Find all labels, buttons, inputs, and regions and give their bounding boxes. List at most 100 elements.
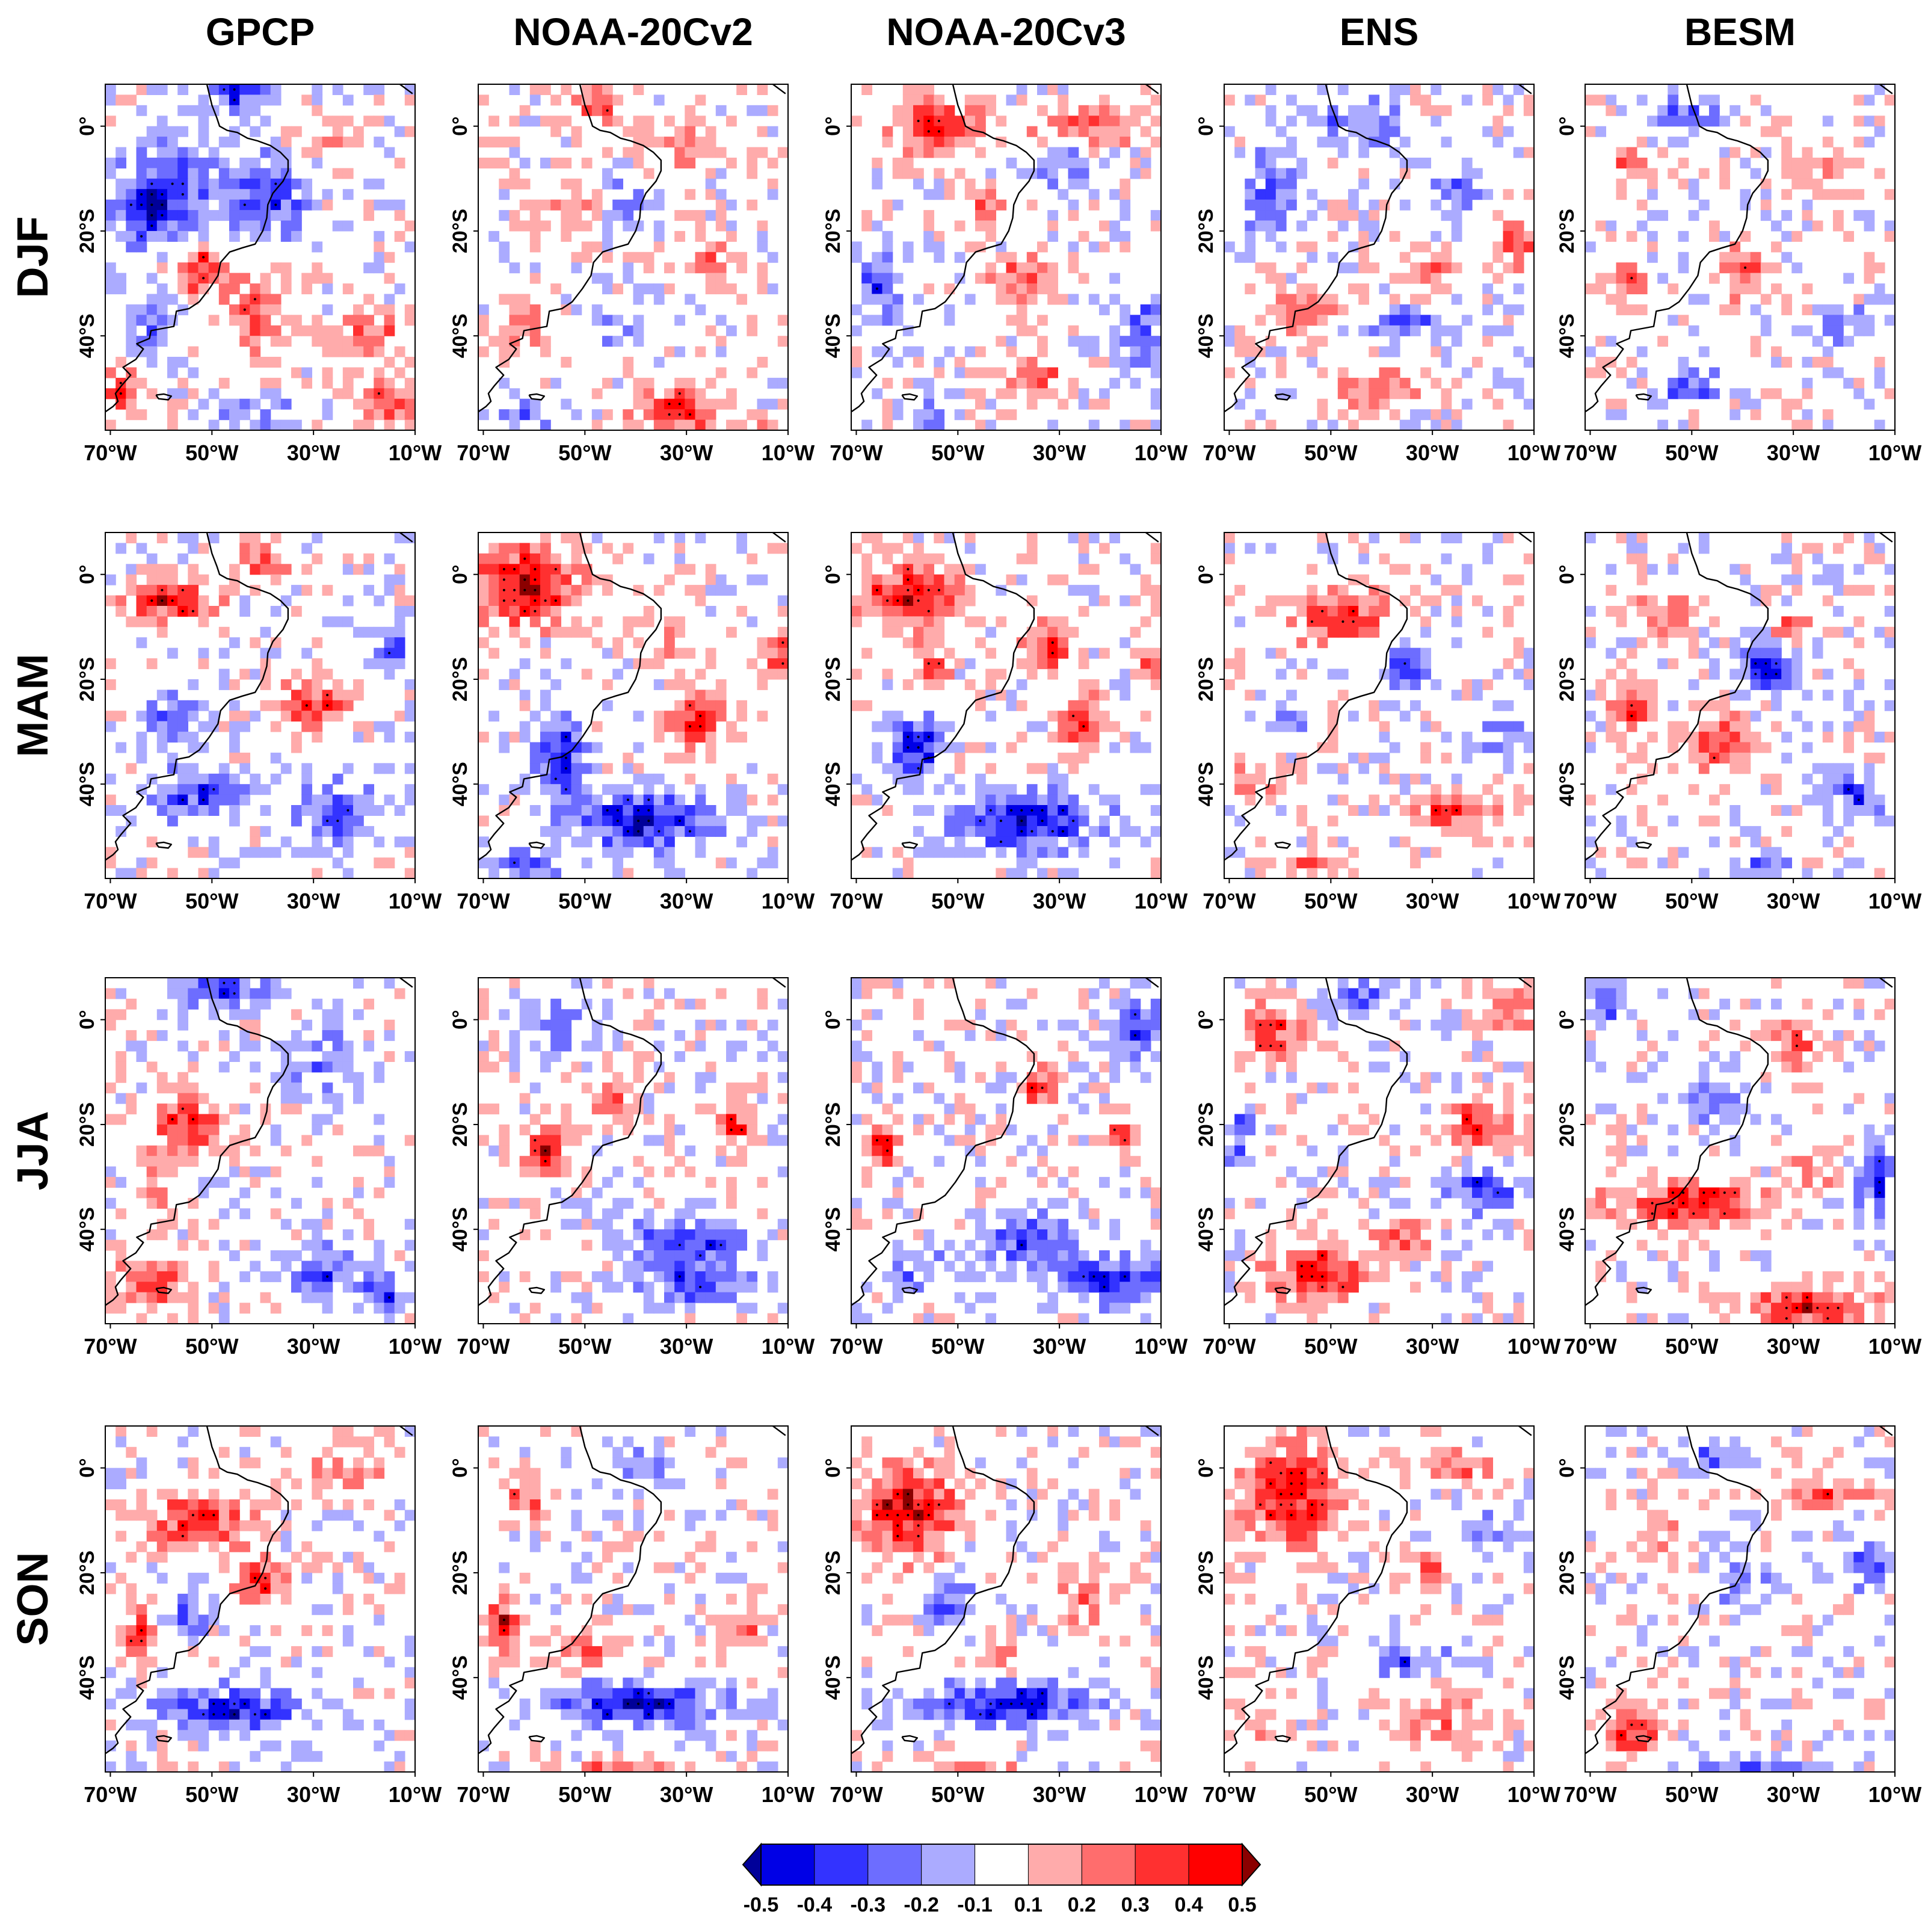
- grid-cell: [167, 1166, 178, 1177]
- grid-cell: [1068, 336, 1079, 347]
- grid-cell: [1802, 357, 1813, 368]
- grid-cell: [1431, 262, 1442, 274]
- grid-cell: [404, 1313, 416, 1324]
- grid-cell: [280, 189, 292, 200]
- grid-cell: [1760, 868, 1772, 879]
- y-tick-label: 40°S: [1556, 313, 1578, 358]
- grid-cell: [747, 574, 758, 585]
- grid-cell: [1037, 637, 1048, 649]
- grid-cell: [250, 1261, 261, 1272]
- grid-cell: [1410, 668, 1421, 680]
- grid-cell: [1068, 732, 1079, 743]
- grid-cell: [934, 721, 945, 732]
- grid-cell: [1120, 315, 1131, 326]
- grid-cell: [1822, 325, 1834, 336]
- grid-cell: [1337, 367, 1349, 378]
- grid-cell: [1047, 616, 1058, 628]
- grid-cell: [685, 742, 696, 753]
- grid-cell: [975, 367, 986, 378]
- grid-cell: [1140, 325, 1151, 336]
- grid-cell: [1668, 84, 1679, 95]
- grid-cell: [1482, 543, 1493, 554]
- grid-cell: [944, 346, 955, 357]
- grid-cell: [488, 116, 499, 127]
- grid-cell: [923, 721, 934, 732]
- grid-cell: [342, 763, 354, 774]
- grid-cell: [270, 210, 282, 221]
- significance-dot: [1445, 809, 1448, 812]
- grid-cell: [363, 732, 374, 743]
- grid-cell: [529, 409, 541, 421]
- grid-cell: [1729, 409, 1741, 421]
- grid-cell: [923, 377, 934, 389]
- grid-cell: [1668, 847, 1679, 858]
- grid-cell: [322, 1019, 333, 1031]
- significance-dot: [346, 809, 350, 812]
- grid-cell: [1771, 647, 1782, 659]
- grid-cell: [1853, 616, 1865, 628]
- grid-cell: [1668, 595, 1679, 606]
- grid-cell: [208, 721, 220, 732]
- grid-cell: [581, 815, 593, 827]
- grid-cell: [540, 668, 551, 680]
- grid-cell: [239, 1040, 250, 1052]
- grid-cell: [270, 294, 282, 305]
- grid-cell: [550, 1030, 561, 1042]
- grid-cell: [239, 752, 250, 764]
- grid-cell: [156, 690, 168, 701]
- grid-cell: [1843, 700, 1854, 711]
- grid-cell: [1853, 388, 1865, 400]
- grid-cell: [332, 616, 343, 628]
- grid-cell: [1750, 595, 1761, 606]
- grid-cell: [394, 1292, 405, 1303]
- grid-cell: [1389, 647, 1400, 659]
- grid-cell: [913, 564, 924, 575]
- grid-cell: [1719, 304, 1730, 315]
- grid-cell: [540, 752, 551, 764]
- grid-cell: [1255, 220, 1266, 232]
- grid-cell: [1740, 752, 1751, 764]
- grid-cell: [1513, 262, 1524, 274]
- grid-cell: [1109, 220, 1120, 232]
- grid-cell: [363, 84, 374, 95]
- grid-cell: [996, 668, 1007, 680]
- grid-cell: [1088, 721, 1100, 732]
- grid-cell: [934, 784, 945, 795]
- grid-cell: [519, 398, 531, 410]
- grid-cell: [550, 199, 561, 211]
- grid-cell: [1410, 606, 1421, 617]
- grid-cell: [571, 1009, 582, 1020]
- grid-cell: [581, 857, 593, 869]
- grid-cell: [602, 116, 613, 127]
- grid-cell: [1833, 158, 1844, 168]
- grid-cell: [332, 679, 343, 690]
- grid-cell: [913, 409, 924, 421]
- grid-cell: [757, 668, 768, 680]
- grid-cell: [270, 168, 282, 179]
- grid-cell: [332, 1103, 343, 1115]
- grid-cell: [591, 419, 603, 431]
- grid-cell: [954, 168, 966, 179]
- grid-cell: [1420, 241, 1431, 253]
- grid-cell: [913, 357, 924, 368]
- grid-cell: [591, 105, 603, 116]
- grid-cell: [270, 1250, 282, 1261]
- grid-cell: [177, 1239, 188, 1251]
- grid-cell: [1224, 595, 1235, 606]
- grid-cell: [747, 199, 758, 211]
- grid-cell: [1874, 84, 1885, 95]
- grid-cell: [996, 794, 1007, 806]
- grid-cell: [105, 94, 116, 106]
- grid-cell: [301, 367, 312, 378]
- grid-cell: [1265, 595, 1277, 606]
- grid-cell: [913, 84, 924, 95]
- grid-cell: [633, 189, 644, 200]
- grid-cell: [1719, 230, 1730, 242]
- grid-cell: [177, 388, 188, 400]
- grid-cell: [1140, 784, 1151, 795]
- grid-cell: [623, 325, 634, 336]
- grid-cell: [747, 367, 758, 378]
- grid-cell: [105, 84, 116, 95]
- grid-cell: [1130, 116, 1141, 127]
- grid-cell: [342, 283, 354, 295]
